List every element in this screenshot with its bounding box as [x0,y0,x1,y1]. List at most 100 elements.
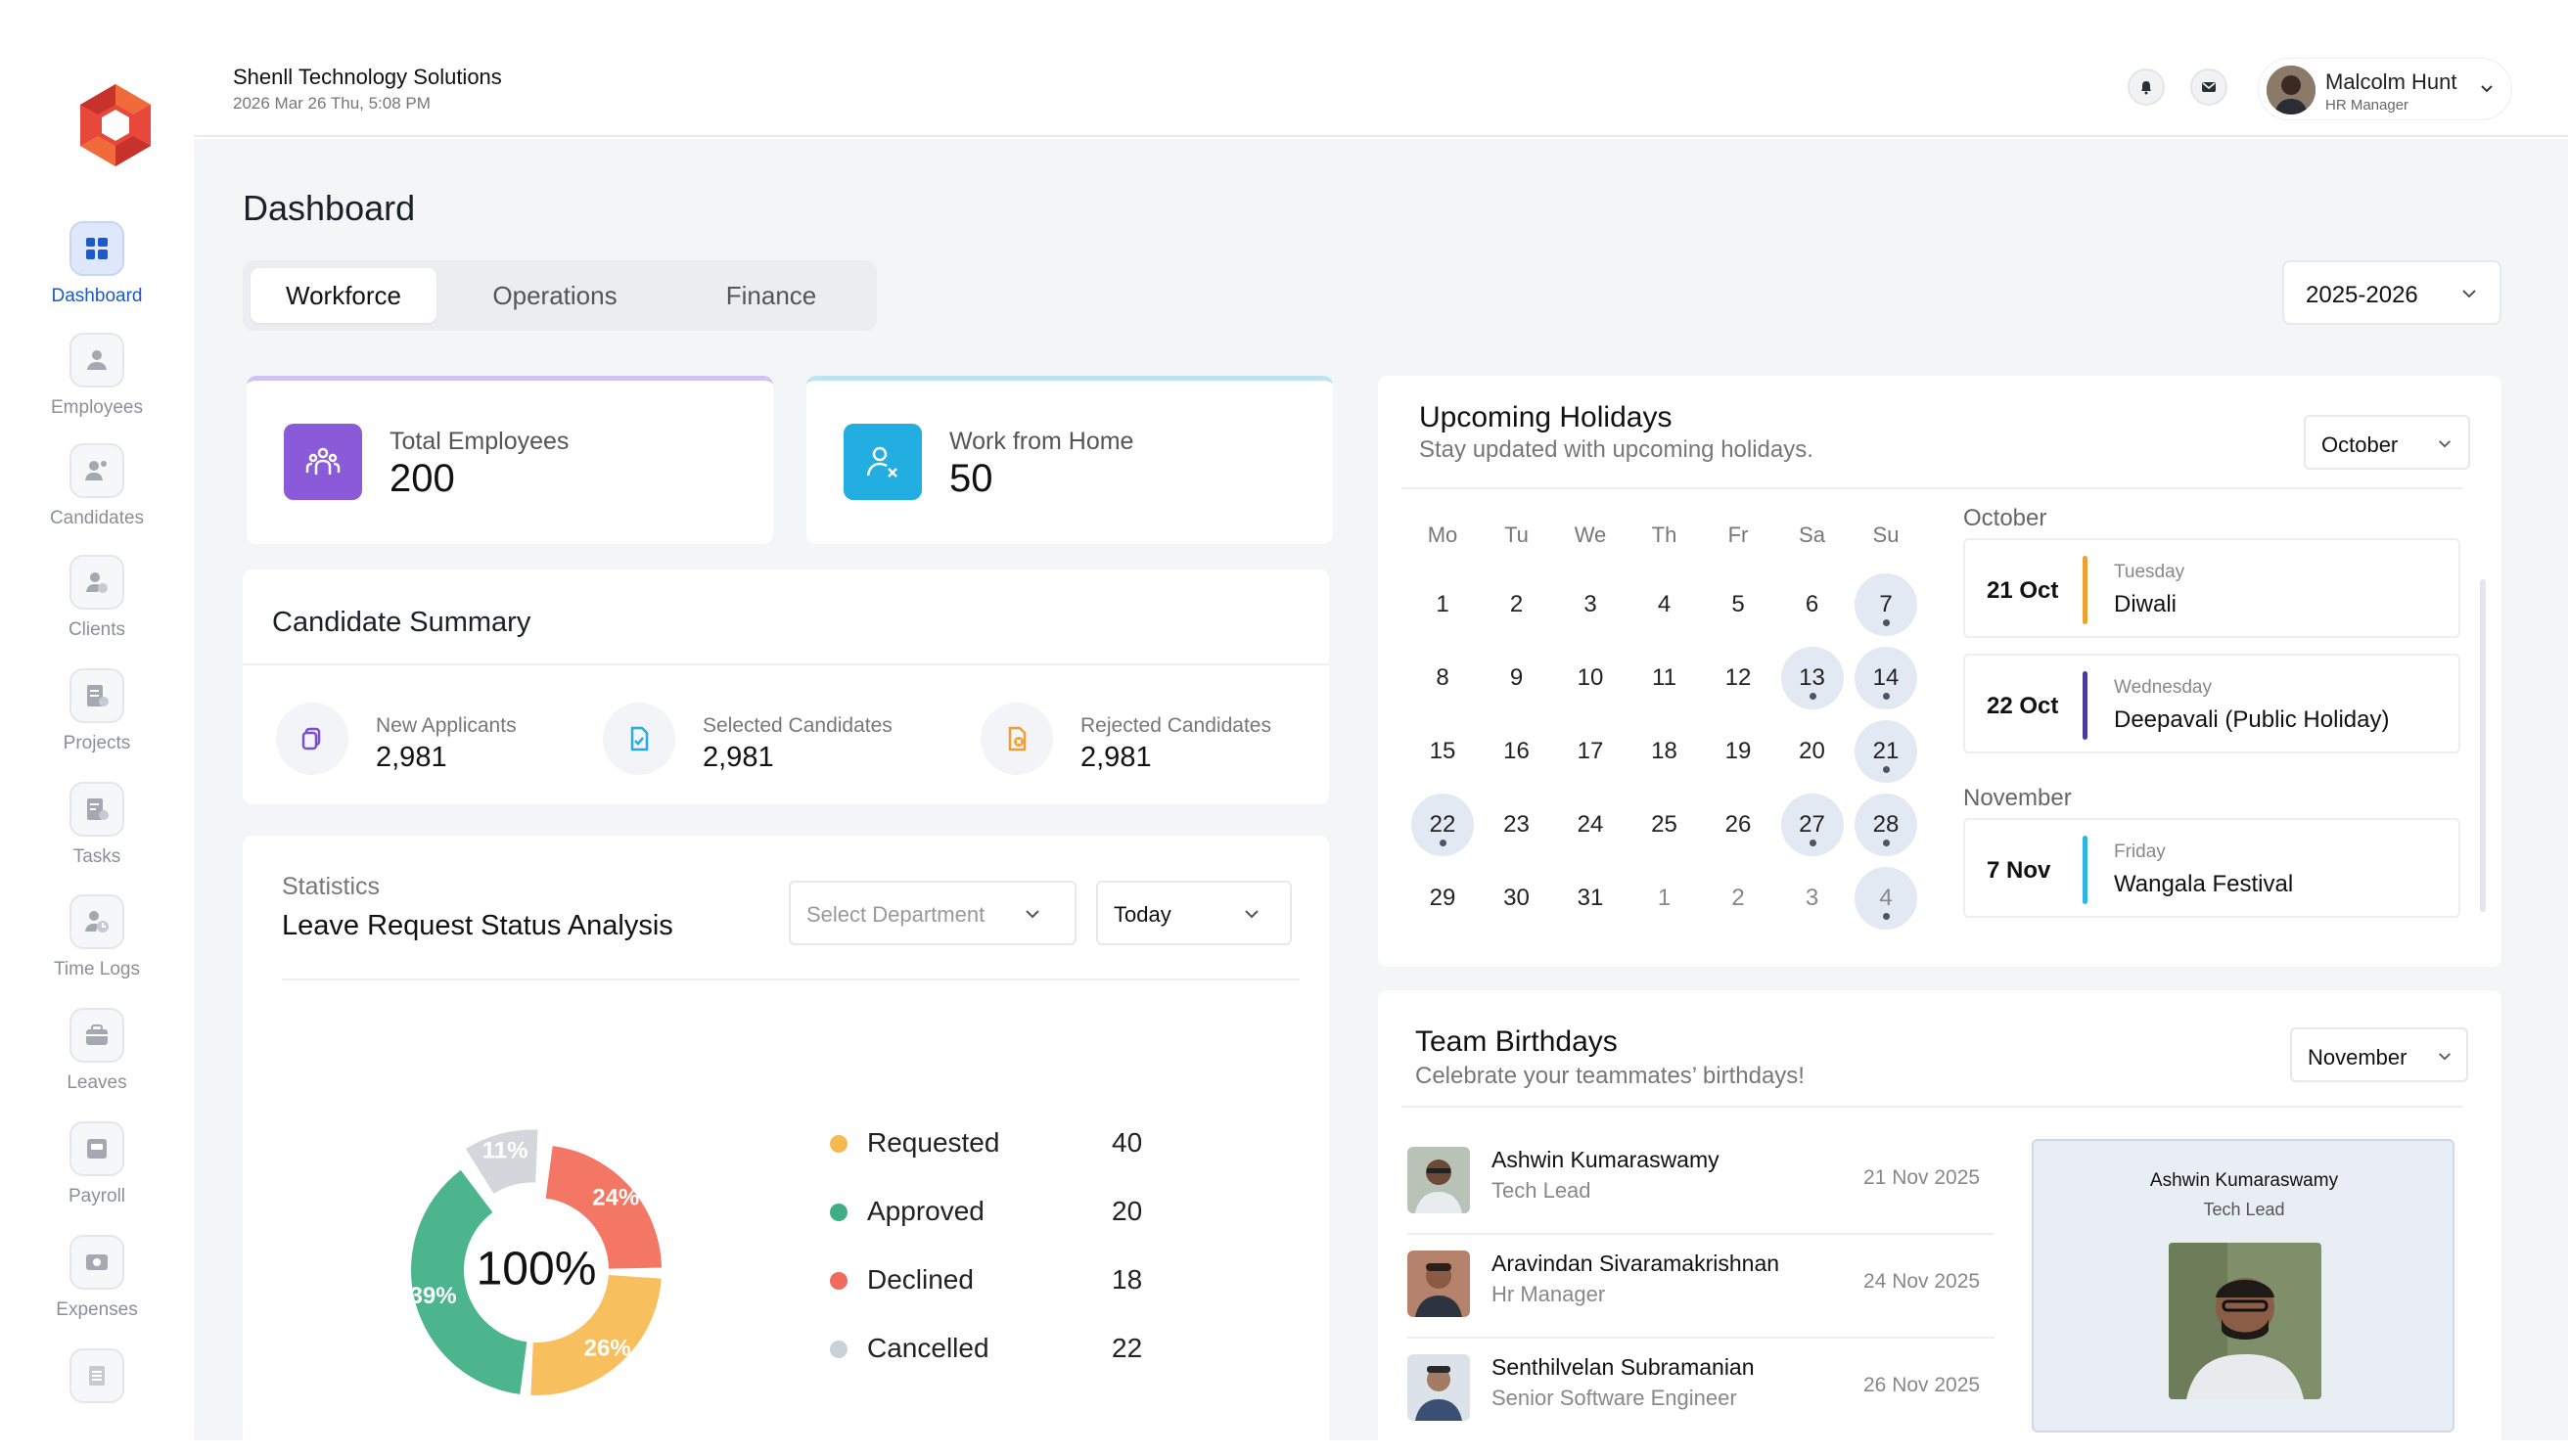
calendar-day[interactable]: 21 [1855,720,1917,783]
candidate-summary-card: Candidate Summary New Applicants 2,981 S… [243,569,1329,804]
birthday-list-item[interactable]: Senthilvelan Subramanian Senior Software… [1407,1341,1995,1442]
statistics-title: Leave Request Status Analysis [282,910,673,941]
legend-requested: Requested 40 [830,1123,1221,1162]
calendar-day[interactable]: 27 [1780,794,1844,856]
divider [282,978,1300,980]
birthday-list-item[interactable]: Aravindan Sivaramakrishnan Hr Manager 24… [1407,1237,1995,1339]
calendar-day[interactable]: 29 [1411,867,1474,930]
sidebar-item-payroll[interactable]: Payroll [0,1121,194,1229]
notification-bell-icon[interactable] [2128,68,2165,106]
birthday-date: 24 Nov 2025 [1863,1270,1981,1293]
calendar-day[interactable]: 1 [1633,867,1696,930]
birthday-month-select[interactable]: November [2290,1027,2468,1082]
sidebar-item-more[interactable] [0,1348,194,1456]
donut-segment-24pct[interactable] [545,1146,662,1269]
sidebar-item-label: Expenses [56,1299,138,1320]
calendar-day-number: 30 [1503,885,1530,911]
employees-icon [69,333,124,387]
calendar-day[interactable]: 5 [1707,573,1769,636]
user-profile-menu[interactable]: Malcolm Hunt HR Manager [2259,59,2511,119]
calendar-day[interactable]: 31 [1559,867,1622,930]
sidebar-item-clients[interactable]: Clients [0,555,194,662]
holiday-item[interactable]: 21 Oct Tuesday Diwali [1963,538,2460,638]
birthday-list-item[interactable]: Ashwin Kumaraswamy Tech Lead 21 Nov 2025 [1407,1133,1995,1235]
calendar-day[interactable]: 24 [1559,794,1622,856]
sidebar-item-dashboard[interactable]: Dashboard [0,221,194,329]
holiday-weekday: Wednesday [2114,677,2212,698]
calendar-day[interactable]: 22 [1411,794,1474,856]
calendar-day-number: 1 [1657,885,1672,911]
calendar-day[interactable]: 2 [1486,573,1548,636]
calendar-day[interactable]: 16 [1486,720,1548,783]
sidebar-item-projects[interactable]: Projects [0,668,194,776]
calendar-day-number: 23 [1503,811,1530,838]
sidebar-item-tasks[interactable]: Tasks [0,782,194,889]
calendar-day-number: 8 [1436,664,1449,691]
calendar-day[interactable]: 14 [1855,647,1917,709]
holiday-list-scrollbar[interactable] [2480,579,2486,912]
mail-icon[interactable] [2190,68,2227,106]
legend-value: 40 [1112,1127,1143,1158]
wfh-value: 50 [949,457,993,500]
calendar-day-number: 10 [1577,664,1604,691]
calendar-day[interactable]: 4 [1633,573,1696,636]
calendar-day[interactable]: 1 [1411,573,1474,636]
calendar-day[interactable]: 4 [1855,867,1917,930]
sidebar-item-leaves[interactable]: Leaves [0,1008,194,1115]
calendar-day-number: 17 [1577,738,1604,764]
calendar-day[interactable]: 9 [1486,647,1548,709]
legend-value: 18 [1112,1264,1143,1295]
chevron-down-icon [2462,290,2476,298]
calendar-day[interactable]: 6 [1781,573,1844,636]
calendar-day[interactable]: 17 [1559,720,1622,783]
calendar-day[interactable]: 13 [1780,647,1844,709]
year-select[interactable]: 2025-2026 [2282,260,2501,325]
calendar-day[interactable]: 3 [1559,573,1622,636]
holiday-month-select[interactable]: October [2304,415,2470,470]
calendar-day[interactable]: 3 [1781,867,1844,930]
holiday-date: 21 Oct [1987,577,2059,604]
calendar-day-number: 24 [1577,811,1604,838]
holiday-item[interactable]: 22 Oct Wednesday Deepavali (Public Holid… [1963,654,2460,753]
holiday-item[interactable]: 7 Nov Friday Wangala Festival [1963,818,2460,918]
calendar-day[interactable]: 2 [1707,867,1769,930]
calendar-day[interactable]: 28 [1855,794,1917,856]
donut-segment-26pct[interactable] [530,1275,662,1395]
calendar-day[interactable]: 15 [1411,720,1474,783]
total-employees-card: Total Employees 200 [247,376,773,544]
tasks-icon [69,782,124,837]
calendar-day[interactable]: 18 [1633,720,1696,783]
holiday-name: Deepavali (Public Holiday) [2114,706,2390,733]
calendar-day[interactable]: 10 [1559,647,1622,709]
company-logo[interactable] [70,80,160,170]
sidebar-item-time-logs[interactable]: Time Logs [0,894,194,1002]
calendar-day-number: 12 [1724,664,1752,691]
department-select[interactable]: Select Department [789,881,1077,945]
tab-operations[interactable]: Operations [492,281,618,310]
sidebar-item-employees[interactable]: Employees [0,333,194,440]
calendar-day[interactable]: 12 [1707,647,1769,709]
period-select[interactable]: Today [1096,881,1292,945]
calendar-day[interactable]: 25 [1633,794,1696,856]
remote-user-icon [844,424,922,500]
sidebar-item-candidates[interactable]: Candidates [0,443,194,551]
calendar-day[interactable]: 30 [1486,867,1548,930]
sidebar-item-expenses[interactable]: Expenses [0,1235,194,1342]
donut-segment-39pct[interactable] [411,1169,527,1394]
sidebar-item-label: Leaves [67,1072,127,1093]
calendar-day-number: 31 [1577,885,1604,911]
holiday-month-value: October [2321,432,2399,457]
tab-workforce[interactable]: Workforce [251,268,436,323]
total-employees-label: Total Employees [390,428,570,455]
calendar-day-number: 29 [1429,885,1456,911]
calendar-day[interactable]: 23 [1486,794,1548,856]
calendar-day[interactable]: 11 [1633,647,1696,709]
calendar-day[interactable]: 26 [1707,794,1769,856]
tab-finance[interactable]: Finance [725,281,817,310]
calendar-day[interactable]: 20 [1781,720,1844,783]
calendar-day[interactable]: 8 [1411,647,1474,709]
donut-segment-11pct[interactable] [465,1129,538,1194]
calendar-day[interactable]: 7 [1855,573,1917,636]
holidays-subtitle: Stay updated with upcoming holidays. [1419,436,1813,463]
calendar-day[interactable]: 19 [1707,720,1769,783]
